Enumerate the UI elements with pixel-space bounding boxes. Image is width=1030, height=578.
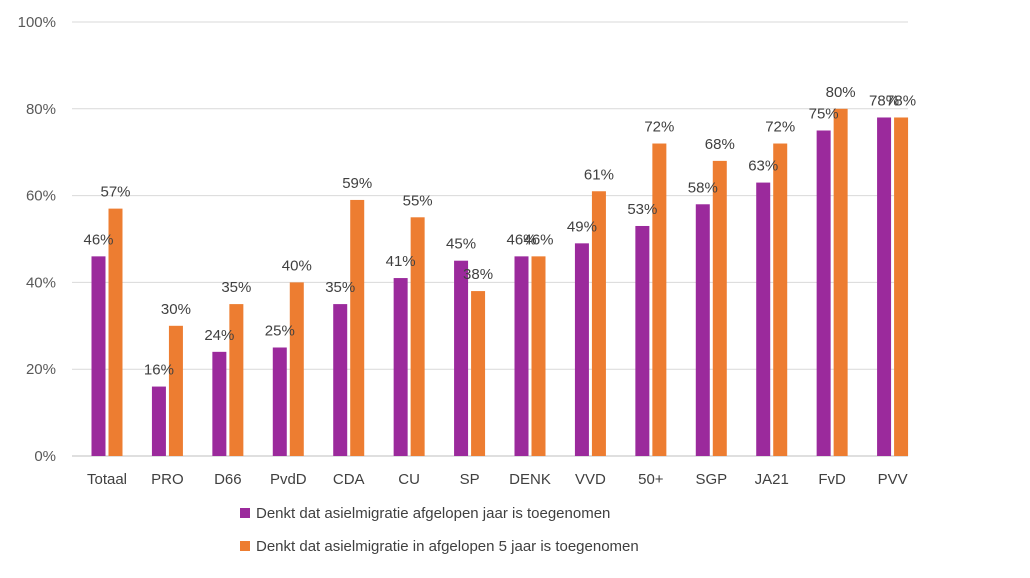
bar-afgelopen-jaar — [272, 347, 287, 456]
data-label: 78% — [886, 92, 916, 109]
data-label: 35% — [325, 279, 355, 296]
bar-afgelopen-5-jaar — [652, 143, 667, 456]
bar-afgelopen-5-jaar — [833, 108, 848, 457]
bar-afgelopen-5-jaar — [894, 117, 909, 456]
y-axis-ticks: 0% 20% 40% 60% 80% 100% — [18, 14, 56, 465]
bar-afgelopen-5-jaar — [531, 256, 546, 456]
data-label: 41% — [386, 253, 416, 270]
bar-afgelopen-5-jaar — [410, 217, 425, 456]
x-category-label: Totaal — [87, 471, 127, 488]
bar-afgelopen-jaar — [574, 243, 589, 456]
bar-afgelopen-5-jaar — [350, 199, 365, 456]
data-label: 46% — [83, 231, 113, 248]
data-label: 46% — [506, 231, 536, 248]
data-label: 53% — [627, 201, 657, 218]
legend: Denkt dat asielmigratie afgelopen jaar i… — [240, 505, 639, 555]
data-label: 75% — [809, 106, 839, 123]
data-label: 30% — [161, 301, 191, 318]
y-tick-label: 0% — [34, 448, 56, 465]
bar-afgelopen-jaar — [514, 256, 529, 456]
legend-swatch — [240, 508, 250, 518]
data-label: 80% — [826, 84, 856, 101]
bar-afgelopen-5-jaar — [289, 282, 304, 456]
y-tick-label: 40% — [26, 274, 56, 291]
bar-afgelopen-5-jaar — [712, 160, 727, 456]
x-category-label: SGP — [695, 471, 727, 488]
data-label: 72% — [765, 119, 795, 136]
y-tick-label: 60% — [26, 188, 56, 205]
data-label: 72% — [644, 119, 674, 136]
bar-afgelopen-5-jaar — [229, 304, 244, 456]
data-label: 57% — [100, 184, 130, 201]
x-category-label: SP — [460, 471, 480, 488]
data-label: 63% — [748, 158, 778, 175]
data-label: 40% — [282, 257, 312, 274]
bar-afgelopen-jaar — [454, 260, 469, 456]
y-tick-label: 20% — [26, 361, 56, 378]
y-tick-label: 80% — [26, 101, 56, 118]
bar-afgelopen-5-jaar — [471, 291, 486, 456]
x-category-label: PRO — [151, 471, 184, 488]
x-category-label: D66 — [214, 471, 242, 488]
bar-afgelopen-jaar — [91, 256, 106, 456]
data-label: 25% — [265, 323, 295, 340]
data-label: 38% — [463, 266, 493, 283]
data-label: 61% — [584, 166, 614, 183]
bar-afgelopen-5-jaar — [168, 325, 183, 456]
data-label: 78% — [869, 92, 899, 109]
bar-afgelopen-jaar — [333, 304, 348, 456]
bar-afgelopen-jaar — [151, 386, 166, 456]
data-labels: 46% 57% 16% 30% 24% 35% 25% 40% 35% 59% 41% 55% 45% 3… — [83, 84, 916, 379]
legend-swatch — [240, 541, 250, 551]
bar-afgelopen-jaar — [877, 117, 892, 456]
x-category-label: VVD — [575, 471, 606, 488]
data-label: 49% — [567, 218, 597, 235]
data-label: 59% — [342, 175, 372, 192]
data-label: 35% — [221, 279, 251, 296]
x-category-label: CU — [398, 471, 420, 488]
x-category-label: 50+ — [638, 471, 664, 488]
data-label: 24% — [204, 327, 234, 344]
data-label: 68% — [705, 136, 735, 153]
bar-afgelopen-5-jaar — [773, 143, 788, 456]
bar-afgelopen-jaar — [635, 225, 650, 456]
data-label: 16% — [144, 362, 174, 379]
x-axis-categories: Totaal PRO D66 PvdD CDA CU SP DENK VVD 50+ SGP JA21… — [87, 471, 908, 488]
data-label: 45% — [446, 236, 476, 253]
bar-afgelopen-jaar — [212, 351, 227, 456]
bar-afgelopen-jaar — [695, 204, 710, 456]
data-label: 58% — [688, 179, 718, 196]
x-category-label: DENK — [509, 471, 551, 488]
data-label: 55% — [403, 192, 433, 209]
legend-label: Denkt dat asielmigratie afgelopen jaar i… — [256, 505, 610, 522]
legend-label: Denkt dat asielmigratie in afgelopen 5 j… — [256, 538, 639, 555]
bar-afgelopen-jaar — [393, 278, 408, 456]
bar-afgelopen-5-jaar — [108, 208, 123, 456]
data-label: 46% — [523, 231, 553, 248]
bar-afgelopen-5-jaar — [591, 191, 606, 456]
y-tick-label: 100% — [18, 14, 56, 31]
x-category-label: FvD — [818, 471, 846, 488]
x-category-label: PvdD — [270, 471, 307, 488]
bar-afgelopen-jaar — [756, 182, 771, 456]
x-category-label: JA21 — [755, 471, 789, 488]
x-category-label: CDA — [333, 471, 365, 488]
x-category-label: PVV — [878, 471, 908, 488]
bar-afgelopen-jaar — [816, 130, 831, 456]
bars — [91, 108, 909, 457]
